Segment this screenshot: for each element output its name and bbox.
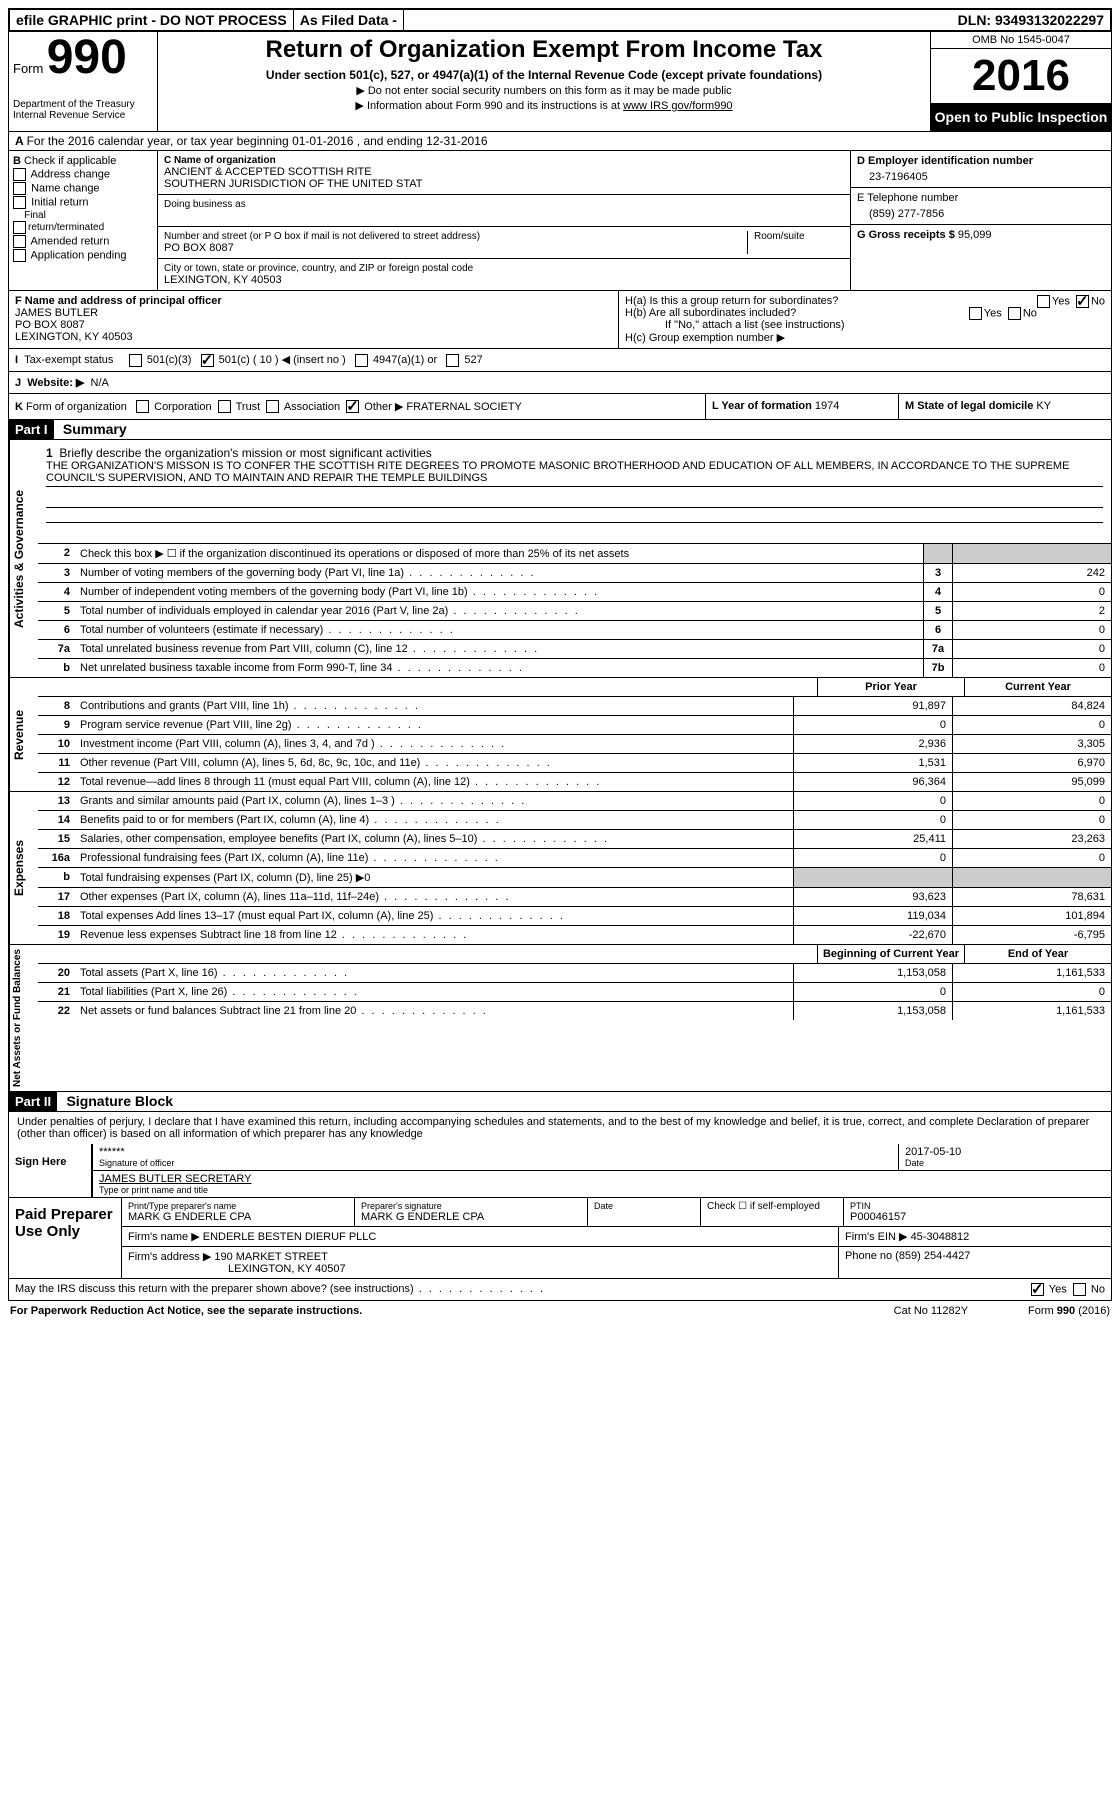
summary-row: 6 Total number of volunteers (estimate i… xyxy=(38,621,1111,640)
net-row: 21 Total liabilities (Part X, line 26) 0… xyxy=(38,983,1111,1002)
section-i: I Tax-exempt status 501(c)(3) 501(c) ( 1… xyxy=(8,349,1112,372)
section-j: J Website: ▶ N/A xyxy=(8,372,1112,394)
section-deg: D Employer identification number 23-7196… xyxy=(850,151,1111,290)
city: LEXINGTON, KY 40503 xyxy=(164,274,844,286)
net-row: 20 Total assets (Part X, line 16) 1,153,… xyxy=(38,964,1111,983)
dept-treasury: Department of the Treasury xyxy=(13,99,153,110)
open-to-public: Open to Public Inspection xyxy=(931,103,1111,131)
efile-label: efile GRAPHIC print - DO NOT PROCESS xyxy=(10,10,294,30)
summary-row: 5 Total number of individuals employed i… xyxy=(38,602,1111,621)
part1-header: Part I Summary xyxy=(8,420,1112,440)
summary-row: b Net unrelated business taxable income … xyxy=(38,659,1111,677)
section-b: B Check if applicable Address change Nam… xyxy=(9,151,158,290)
revenue-row: 10 Investment income (Part VIII, column … xyxy=(38,735,1111,754)
expense-row: 13 Grants and similar amounts paid (Part… xyxy=(38,792,1111,811)
summary-row: 4 Number of independent voting members o… xyxy=(38,583,1111,602)
revenue-row: 11 Other revenue (Part VIII, column (A),… xyxy=(38,754,1111,773)
expense-row: 14 Benefits paid to or for members (Part… xyxy=(38,811,1111,830)
net-row: 22 Net assets or fund balances Subtract … xyxy=(38,1002,1111,1020)
expense-row: 16a Professional fundraising fees (Part … xyxy=(38,849,1111,868)
net-assets-section: Net Assets or Fund Balances Beginning of… xyxy=(8,945,1112,1092)
section-f: F Name and address of principal officer … xyxy=(9,291,619,348)
expense-row: 17 Other expenses (Part IX, column (A), … xyxy=(38,888,1111,907)
expenses-section: Expenses 13 Grants and similar amounts p… xyxy=(8,792,1112,945)
expense-row: 15 Salaries, other compensation, employe… xyxy=(38,830,1111,849)
tax-year: 2016 xyxy=(931,49,1111,103)
footer: For Paperwork Reduction Act Notice, see … xyxy=(8,1301,1112,1321)
org-name-2: SOUTHERN JURISDICTION OF THE UNITED STAT xyxy=(164,178,844,190)
form-subtitle: Under section 501(c), 527, or 4947(a)(1)… xyxy=(166,68,922,82)
as-filed-label: As Filed Data - xyxy=(294,10,404,30)
section-fh: F Name and address of principal officer … xyxy=(8,291,1112,349)
form-header: Form 990 Department of the Treasury Inte… xyxy=(8,32,1112,132)
activities-governance: Activities & Governance 1 Briefly descri… xyxy=(8,440,1112,678)
section-h: H(a) Is this a group return for subordin… xyxy=(619,291,1111,348)
org-name-1: ANCIENT & ACCEPTED SCOTTISH RITE xyxy=(164,166,844,178)
expense-row: 18 Total expenses Add lines 13–17 (must … xyxy=(38,907,1111,926)
omb-number: OMB No 1545-0047 xyxy=(931,32,1111,49)
section-a: A For the 2016 calendar year, or tax yea… xyxy=(8,132,1112,151)
section-bcdeg: B Check if applicable Address change Nam… xyxy=(8,151,1112,291)
signature-block: Under penalties of perjury, I declare th… xyxy=(8,1112,1112,1198)
instr-info: ▶ Information about Form 990 and its ins… xyxy=(166,99,922,112)
phone: (859) 277-7856 xyxy=(857,208,1105,220)
irs-link[interactable]: www IRS gov/form990 xyxy=(623,100,732,112)
discuss-row: May the IRS discuss this return with the… xyxy=(8,1279,1112,1301)
part2-header: Part II Signature Block xyxy=(8,1092,1112,1112)
dln-label: DLN: 93493132022297 xyxy=(952,10,1110,30)
expense-row: 19 Revenue less expenses Subtract line 1… xyxy=(38,926,1111,944)
gross-receipts: 95,099 xyxy=(958,229,992,241)
form-number: 990 xyxy=(47,31,127,84)
form-word: Form xyxy=(13,61,43,76)
summary-row: 3 Number of voting members of the govern… xyxy=(38,564,1111,583)
summary-row: 7a Total unrelated business revenue from… xyxy=(38,640,1111,659)
mission-text: THE ORGANIZATION'S MISSON IS TO CONFER T… xyxy=(46,460,1103,487)
expense-row: b Total fundraising expenses (Part IX, c… xyxy=(38,868,1111,888)
section-c: C Name of organization ANCIENT & ACCEPTE… xyxy=(158,151,850,290)
revenue-row: 12 Total revenue—add lines 8 through 11 … xyxy=(38,773,1111,791)
form-title: Return of Organization Exempt From Incom… xyxy=(166,36,922,64)
dept-irs: Internal Revenue Service xyxy=(13,110,153,121)
revenue-row: 9 Program service revenue (Part VIII, li… xyxy=(38,716,1111,735)
street: PO BOX 8087 xyxy=(164,242,747,254)
preparer-block: Paid Preparer Use Only Print/Type prepar… xyxy=(8,1198,1112,1279)
instr-ssn: ▶ Do not enter social security numbers o… xyxy=(166,84,922,97)
ein: 23-7196405 xyxy=(857,171,1105,183)
section-klm: K Form of organization Corporation Trust… xyxy=(8,394,1112,421)
revenue-section: Revenue Prior Year Current Year 8 Contri… xyxy=(8,678,1112,792)
revenue-row: 8 Contributions and grants (Part VIII, l… xyxy=(38,697,1111,716)
top-bar: efile GRAPHIC print - DO NOT PROCESS As … xyxy=(8,8,1112,32)
